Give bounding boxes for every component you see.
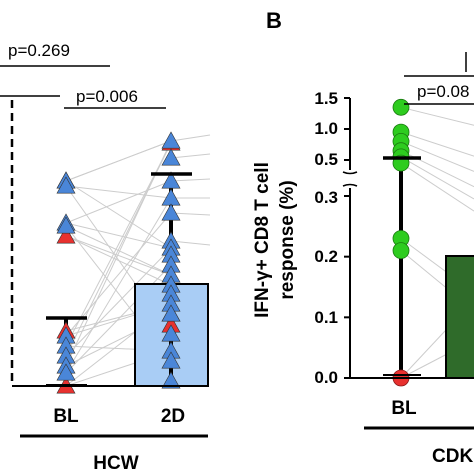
- pval-top: p=0.269: [8, 41, 70, 60]
- pval-bl-2d: p=0.006: [76, 87, 138, 106]
- paired-line-b: [400, 131, 474, 157]
- marker-b-green: [392, 98, 410, 116]
- marker-2d-blue: [161, 351, 181, 369]
- paired-line: [170, 240, 211, 246]
- paired-line: [65, 197, 172, 374]
- marker-2d-blue: [161, 203, 181, 221]
- group-label-hcw: HCW: [93, 453, 138, 474]
- paired-line-b: [400, 106, 474, 126]
- panel-b: B IFN-γ+ CD8 T cell response (%) 1.5 1.0…: [252, 8, 474, 467]
- tick-label-2d: 2D: [161, 406, 185, 427]
- marker-2d-blue: [161, 148, 181, 166]
- panel-a-markers: [56, 131, 181, 394]
- ytick-0-2: 0.2: [314, 247, 338, 266]
- pval-right: p=0.08: [417, 82, 469, 101]
- panel-letter-b: B: [266, 8, 282, 33]
- tick-label-b-bl: BL: [391, 398, 417, 419]
- paired-line: [65, 185, 172, 199]
- paired-line: [65, 222, 172, 249]
- group-label-cdk: CDK: [432, 446, 473, 467]
- marker-2d-blue: [161, 131, 181, 149]
- marker-2d-blue: [161, 371, 181, 389]
- bar-cdk-right: [445, 255, 474, 379]
- marker-bl-blue: [56, 216, 76, 234]
- y-axis-title-line1: IFN-γ+ CD8 T cell: [252, 162, 273, 318]
- paired-line: [170, 178, 211, 182]
- paired-line: [65, 212, 172, 337]
- paired-line: [65, 247, 172, 357]
- panel-a: p=0.269 p=0.006 BL 2D HCW: [0, 41, 211, 474]
- y-axis-break: [342, 171, 358, 187]
- paired-line-b: [400, 162, 474, 212]
- tick-label-bl: BL: [53, 406, 79, 427]
- paired-line: [170, 153, 211, 159]
- paired-line: [65, 142, 172, 347]
- y-axis-title-line2: response (%): [277, 180, 298, 299]
- marker-bl-red: [56, 226, 76, 244]
- ytick-0-3: 0.3: [314, 188, 338, 207]
- y-ticks: [344, 97, 350, 379]
- marker-bl-blue: [56, 363, 76, 381]
- paired-line-b: [400, 156, 474, 200]
- marker-2d-blue: [161, 171, 181, 189]
- paired-line: [65, 180, 172, 224]
- paired-line: [65, 235, 172, 276]
- ytick-1-0: 1.0: [314, 119, 338, 138]
- paired-line: [65, 180, 172, 249]
- ytick-0-0: 0.0: [314, 368, 338, 387]
- ytick-1-5: 1.5: [314, 89, 338, 108]
- paired-line: [170, 212, 211, 216]
- ytick-0-1: 0.1: [314, 308, 338, 327]
- paired-line: [65, 140, 172, 182]
- marker-b-green: [392, 242, 410, 260]
- marker-2d-blue: [161, 324, 181, 342]
- ytick-0-5: 0.5: [314, 150, 338, 169]
- paired-line: [170, 134, 211, 142]
- paired-line: [65, 140, 172, 367]
- marker-2d-blue: [161, 304, 181, 322]
- marker-bl-blue: [56, 176, 76, 194]
- paired-line-b: [400, 140, 474, 172]
